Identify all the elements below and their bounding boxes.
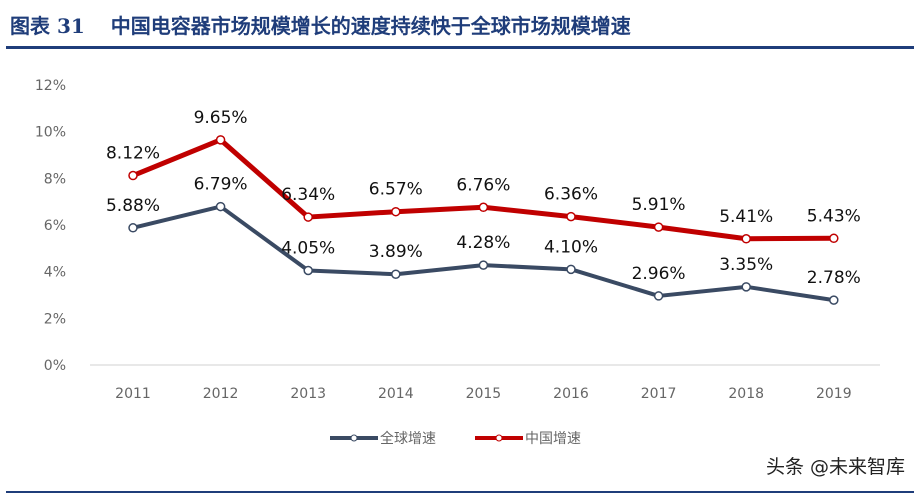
data-label: 6.36% <box>544 185 598 205</box>
data-label: 6.57% <box>369 180 423 200</box>
x-tick-label: 2017 <box>641 386 677 402</box>
x-tick-label: 2012 <box>203 386 239 402</box>
x-tick-label: 2019 <box>816 386 852 402</box>
data-point <box>478 260 489 270</box>
data-point <box>478 202 489 213</box>
data-point <box>391 269 401 279</box>
data-point <box>741 282 751 292</box>
data-label: 4.05% <box>281 239 335 259</box>
data-point <box>303 265 313 276</box>
data-point <box>566 211 576 222</box>
data-label: 5.43% <box>807 206 861 226</box>
data-label: 2.78% <box>807 268 861 288</box>
data-point <box>391 206 401 217</box>
data-point <box>829 233 839 244</box>
legend-marker <box>350 434 358 442</box>
data-label: 4.10% <box>544 237 598 257</box>
figure-title-text: 中国电容器市场规模增长的速度持续快于全球市场规模增速 <box>110 14 631 38</box>
y-tick-label: 8% <box>44 171 66 187</box>
data-label: 5.41% <box>719 207 773 227</box>
y-tick-label: 12% <box>35 78 66 94</box>
data-point <box>128 223 138 233</box>
data-label: 3.35% <box>719 255 773 275</box>
data-point <box>741 234 751 244</box>
data-label: 4.28% <box>456 233 510 253</box>
y-tick-label: 4% <box>44 265 66 281</box>
bottom-divider <box>6 491 914 493</box>
data-label: 3.89% <box>369 242 423 262</box>
data-point <box>829 295 839 305</box>
y-tick-label: 2% <box>44 311 66 327</box>
x-tick-label: 2016 <box>553 386 589 402</box>
data-point <box>566 264 576 275</box>
data-point <box>215 135 226 145</box>
title-divider <box>6 46 914 49</box>
figure-title: 图表 31 中国电容器市场规模增长的速度持续快于全球市场规模增速 <box>10 10 631 39</box>
data-label: 5.88% <box>106 196 160 216</box>
x-tick-label: 2014 <box>378 386 414 402</box>
data-label: 6.76% <box>456 175 510 195</box>
data-point <box>303 212 313 222</box>
y-tick-label: 0% <box>44 358 66 374</box>
x-tick-label: 2018 <box>728 386 764 402</box>
data-point <box>653 291 664 301</box>
data-label: 8.12% <box>106 144 160 164</box>
x-tick-label: 2015 <box>466 386 502 402</box>
figure-label: 图表 31 <box>10 14 85 38</box>
data-label: 6.34% <box>281 185 335 205</box>
y-tick-label: 6% <box>44 218 66 234</box>
legend-label: 全球增速 <box>380 430 436 447</box>
watermark: 头条 @未来智库 <box>765 456 905 478</box>
x-tick-label: 2013 <box>290 386 326 402</box>
data-label: 6.79% <box>194 175 248 195</box>
data-label: 5.91% <box>632 195 686 215</box>
legend-marker <box>495 434 503 442</box>
y-tick-label: 10% <box>35 125 66 141</box>
x-tick-label: 2011 <box>115 386 151 402</box>
data-point <box>653 222 664 232</box>
data-point <box>128 170 138 181</box>
data-label: 9.65% <box>194 108 248 128</box>
data-label: 2.96% <box>632 264 686 284</box>
legend-label: 中国增速 <box>525 431 581 447</box>
data-point <box>215 201 226 212</box>
